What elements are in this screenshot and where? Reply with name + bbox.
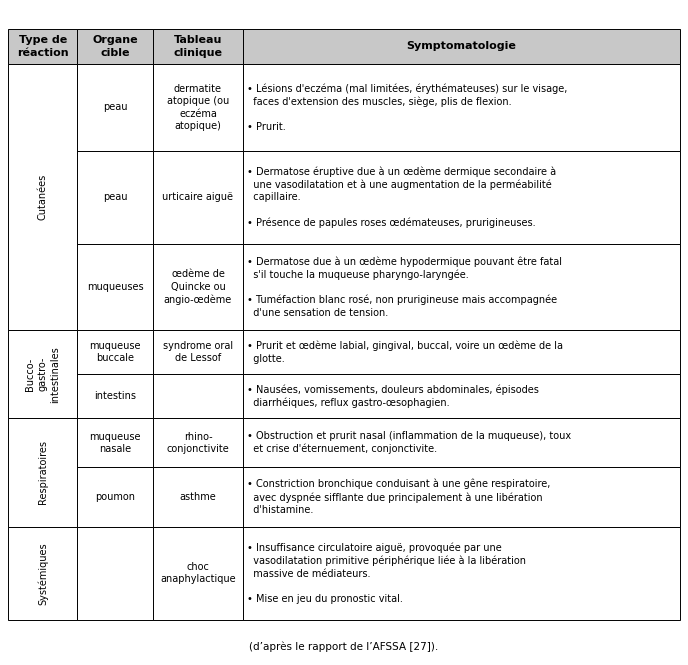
- Bar: [153, 244, 243, 330]
- Bar: [153, 64, 243, 150]
- Bar: [78, 64, 153, 150]
- Text: Cutanées: Cutanées: [38, 174, 48, 220]
- Text: intestins: intestins: [94, 391, 136, 401]
- Text: Systémiques: Systémiques: [38, 542, 48, 604]
- Bar: [8, 527, 78, 620]
- Text: Symptomatologie: Symptomatologie: [406, 41, 516, 51]
- Text: poumon: poumon: [96, 492, 136, 502]
- Bar: [243, 467, 680, 527]
- Text: muqueuse
nasale: muqueuse nasale: [89, 432, 141, 454]
- Text: peau: peau: [103, 102, 127, 112]
- Bar: [8, 330, 78, 418]
- Text: dermatite
atopique (ou
eczéma
atopique): dermatite atopique (ou eczéma atopique): [166, 84, 229, 131]
- Text: (d’après le rapport de l’AFSSA [27]).: (d’après le rapport de l’AFSSA [27]).: [249, 641, 439, 652]
- Text: • Lésions d'eczéma (mal limitées, érythémateuses) sur le visage,
  faces d'exten: • Lésions d'eczéma (mal limitées, érythé…: [248, 83, 568, 132]
- Bar: [243, 527, 680, 620]
- Text: choc
anaphylactique: choc anaphylactique: [160, 562, 236, 585]
- Text: œdème de
Quincke ou
angio-œdème: œdème de Quincke ou angio-œdème: [164, 269, 232, 305]
- Bar: [153, 418, 243, 467]
- Bar: [8, 29, 78, 64]
- Bar: [243, 64, 680, 150]
- Text: peau: peau: [103, 192, 127, 202]
- Bar: [243, 330, 680, 374]
- Bar: [78, 418, 153, 467]
- Text: Organe
cible: Organe cible: [93, 35, 138, 58]
- Text: • Dermatose due à un œdème hypodermique pouvant être fatal
  s'il touche la muqu: • Dermatose due à un œdème hypodermique …: [248, 256, 562, 318]
- Bar: [78, 527, 153, 620]
- Text: rhino-
conjonctivite: rhino- conjonctivite: [166, 432, 229, 454]
- Text: urticaire aiguë: urticaire aiguë: [162, 192, 233, 202]
- Bar: [78, 29, 153, 64]
- Bar: [243, 150, 680, 244]
- Text: • Nausées, vomissements, douleurs abdominales, épisodes
  diarrhéiques, reflux g: • Nausées, vomissements, douleurs abdomi…: [248, 384, 539, 408]
- Text: • Insuffisance circulatoire aiguë, provoquée par une
  vasodilatation primitive : • Insuffisance circulatoire aiguë, provo…: [248, 543, 526, 604]
- Text: Tableau
clinique: Tableau clinique: [173, 35, 222, 58]
- Bar: [243, 374, 680, 418]
- Bar: [153, 150, 243, 244]
- Bar: [78, 244, 153, 330]
- Bar: [78, 467, 153, 527]
- Bar: [153, 467, 243, 527]
- Text: muqueuse
buccale: muqueuse buccale: [89, 341, 141, 363]
- Bar: [8, 418, 78, 527]
- Text: asthme: asthme: [180, 492, 216, 502]
- Bar: [153, 330, 243, 374]
- Bar: [243, 244, 680, 330]
- Text: muqueuses: muqueuses: [87, 282, 144, 292]
- Text: Type de
réaction: Type de réaction: [17, 35, 69, 58]
- Text: • Constriction bronchique conduisant à une gêne respiratoire,
  avec dyspnée sif: • Constriction bronchique conduisant à u…: [248, 479, 551, 515]
- Bar: [153, 527, 243, 620]
- Bar: [243, 29, 680, 64]
- Bar: [78, 374, 153, 418]
- Text: • Obstruction et prurit nasal (inflammation de la muqueuse), toux
  et crise d'é: • Obstruction et prurit nasal (inflammat…: [248, 431, 572, 454]
- Text: Respiratoires: Respiratoires: [38, 440, 48, 505]
- Text: • Dermatose éruptive due à un œdème dermique secondaire à
  une vasodilatation e: • Dermatose éruptive due à un œdème derm…: [248, 166, 557, 228]
- Text: syndrome oral
de Lessof: syndrome oral de Lessof: [163, 341, 233, 363]
- Bar: [8, 64, 78, 330]
- Bar: [153, 374, 243, 418]
- Bar: [78, 150, 153, 244]
- Text: • Prurit et œdème labial, gingival, buccal, voire un œdème de la
  glotte.: • Prurit et œdème labial, gingival, bucc…: [248, 340, 563, 364]
- Text: Bucco-
gastro-
intestinales: Bucco- gastro- intestinales: [25, 346, 61, 402]
- Bar: [243, 418, 680, 467]
- Bar: [153, 29, 243, 64]
- Bar: [78, 330, 153, 374]
